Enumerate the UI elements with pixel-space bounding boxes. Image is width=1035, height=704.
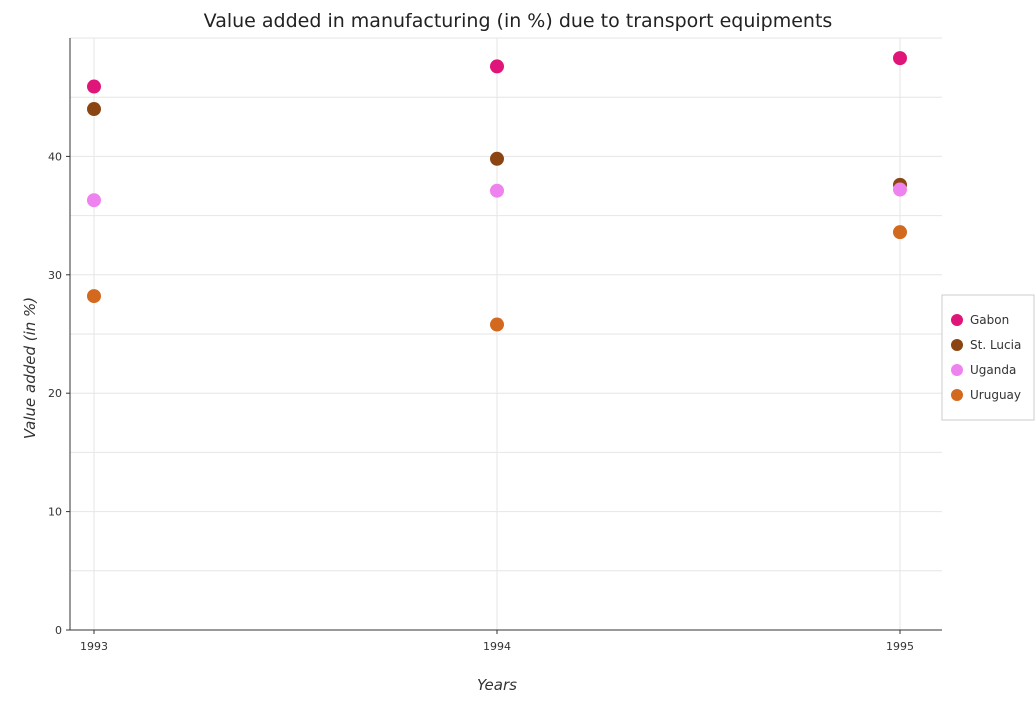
legend-label: Gabon	[970, 313, 1009, 327]
x-tick-label: 1995	[886, 640, 914, 653]
x-tick-label: 1994	[483, 640, 511, 653]
legend-marker	[951, 314, 963, 326]
data-point-gabon	[87, 79, 101, 94]
y-tick-label: 0	[55, 624, 62, 637]
y-tick-label: 30	[48, 269, 62, 282]
legend-label: Uganda	[970, 363, 1016, 377]
y-tick-label: 20	[48, 387, 62, 400]
legend: Gabon St. Lucia Uganda Uruguay	[941, 294, 1035, 421]
data-point-uganda	[490, 183, 504, 198]
data-point-uruguay	[893, 225, 907, 240]
tick-labels: 0 10 20 30 40 1993 1994 1995	[48, 150, 914, 653]
chart-title: Value added in manufacturing (in %) due …	[204, 10, 833, 32]
data-point-gabon	[490, 59, 504, 74]
data-point-uruguay	[490, 317, 504, 332]
legend-marker	[951, 339, 963, 351]
y-axis-label: Value added (in %)	[21, 297, 39, 439]
data-point-st-lucia	[87, 102, 101, 117]
data-point-uganda	[87, 193, 101, 208]
legend-label: Uruguay	[970, 388, 1021, 402]
grid	[70, 37, 942, 631]
data-points	[87, 51, 907, 332]
legend-marker	[951, 364, 963, 376]
y-tick-label: 40	[48, 150, 62, 163]
x-tick-label: 1993	[80, 640, 108, 653]
legend-marker	[951, 389, 963, 401]
legend-label: St. Lucia	[970, 338, 1021, 352]
data-point-uganda	[893, 182, 907, 197]
data-point-gabon	[893, 51, 907, 66]
x-axis-label: Years	[477, 676, 517, 694]
data-point-st-lucia	[490, 151, 504, 166]
data-point-uruguay	[87, 289, 101, 304]
axes	[66, 38, 942, 634]
y-tick-label: 10	[48, 506, 62, 519]
